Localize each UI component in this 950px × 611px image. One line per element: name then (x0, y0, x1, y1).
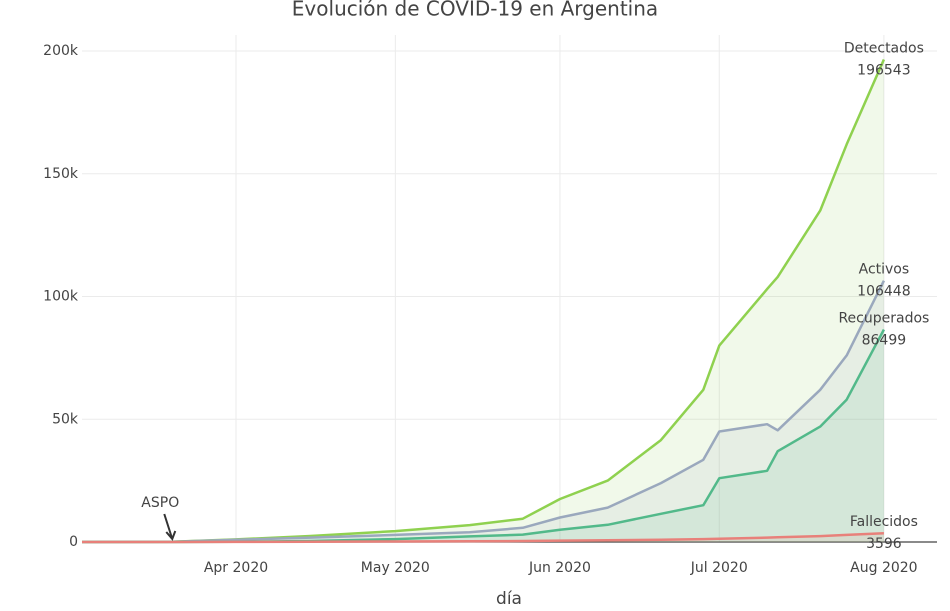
x-tick-label: Jul 2020 (690, 560, 748, 576)
legend-label: Detectados (844, 40, 924, 56)
legend-label: Recuperados (838, 311, 929, 327)
value-label: 86499 (862, 333, 907, 349)
lines (81, 58, 886, 544)
legend-label: Fallecidos (850, 514, 918, 530)
y-tick-label: 100k (43, 289, 79, 305)
annotation-arrow (163, 513, 177, 541)
y-tick-label: 0 (69, 534, 78, 550)
x-tick-label: Apr 2020 (204, 560, 268, 576)
line (81, 280, 886, 544)
y-tick-label: 200k (43, 43, 79, 59)
line (82, 531, 884, 544)
legend-label: Activos (859, 262, 910, 278)
chart-title: Evolución de COVID-19 en Argentina (292, 0, 658, 21)
x-tick-label: Jun 2020 (528, 560, 591, 576)
value-label: 196543 (857, 62, 910, 78)
area (82, 59, 884, 542)
x-tick-label: May 2020 (361, 560, 430, 576)
x-tick-label: Aug 2020 (850, 560, 917, 576)
value-label: 106448 (857, 284, 910, 300)
areas (82, 59, 884, 542)
x-axis-label: día (496, 589, 522, 609)
area (82, 280, 884, 542)
y-tick-label: 150k (43, 166, 79, 182)
y-tick-label: 50k (52, 411, 79, 427)
annotation: ASPO (141, 495, 179, 511)
area (82, 329, 884, 542)
value-label: 3596 (866, 536, 902, 552)
